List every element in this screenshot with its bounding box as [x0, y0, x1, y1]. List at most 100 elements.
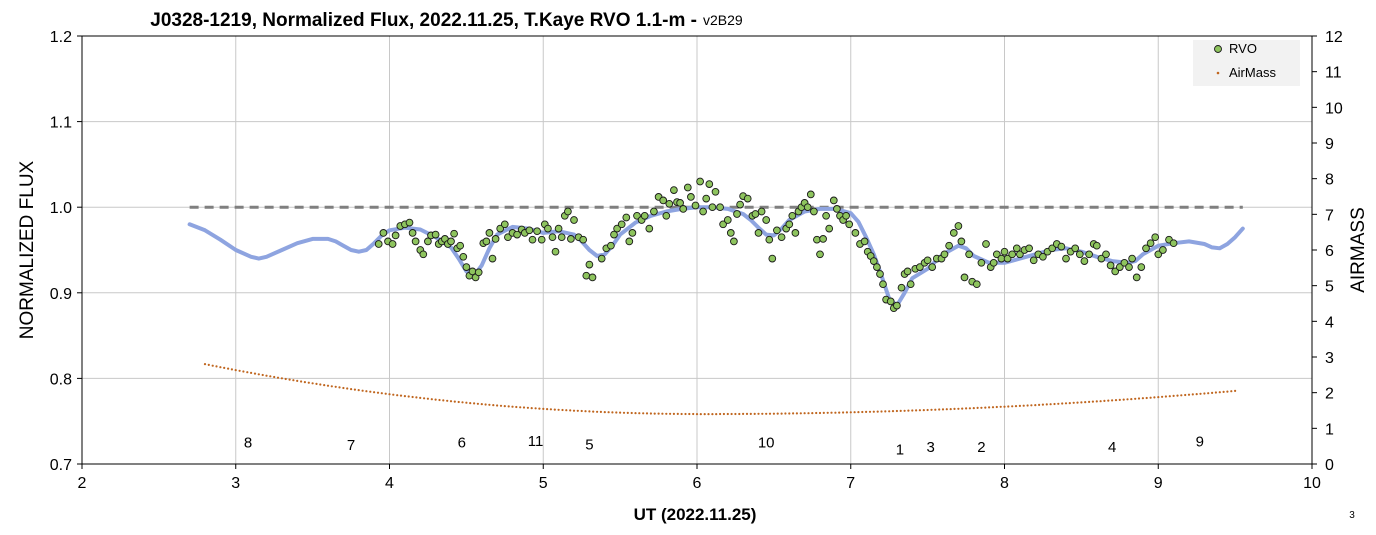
- rvo-point: [845, 220, 854, 229]
- airmass-point: [396, 394, 399, 397]
- airmass-point: [350, 388, 353, 391]
- airmass-point: [734, 412, 737, 416]
- airmass-point: [330, 385, 333, 388]
- rvo-point: [687, 193, 695, 201]
- rvo-point: [482, 237, 491, 246]
- y2-tick-label: 6: [1325, 243, 1334, 260]
- airmass-point: [972, 407, 975, 410]
- rvo-point: [945, 241, 953, 250]
- rvo-point: [842, 211, 850, 220]
- airmass-point: [830, 411, 833, 414]
- airmass-point: [676, 412, 679, 415]
- airmass-point: [526, 406, 530, 409]
- airmass-point: [1122, 398, 1125, 401]
- rvo-point: [977, 258, 986, 267]
- rvo-point: [992, 250, 1001, 259]
- rvo-point: [1154, 250, 1163, 259]
- rvo-point: [564, 207, 572, 216]
- rvo-point: [726, 229, 735, 237]
- rvo-point: [906, 280, 915, 289]
- rvo-point: [1008, 250, 1017, 259]
- rvo-point: [496, 224, 505, 233]
- airmass-point: [626, 411, 629, 414]
- rvo-point: [408, 229, 417, 237]
- event-label: 4: [1108, 439, 1116, 456]
- rvo-point: [1159, 246, 1167, 254]
- airmass-point: [611, 411, 614, 414]
- airmass-point: [880, 410, 883, 413]
- rvo-point: [613, 224, 621, 233]
- airmass-point: [392, 393, 395, 396]
- airmass-point: [315, 382, 318, 385]
- y2-tick-label: 9: [1325, 136, 1334, 153]
- airmass-point: [488, 403, 491, 406]
- rvo-point: [1111, 267, 1120, 276]
- rvo-point: [391, 231, 400, 240]
- airmass-point: [661, 412, 664, 415]
- airmass-point: [1018, 404, 1022, 407]
- airmass-point: [1057, 402, 1060, 405]
- airmass-point: [665, 412, 668, 415]
- airmass-point: [938, 408, 941, 411]
- event-label: 2: [977, 439, 985, 456]
- y2-tick-label: 12: [1325, 29, 1343, 46]
- airmass-point: [1061, 402, 1064, 405]
- airmass-point: [1149, 396, 1152, 399]
- rvo-point: [1057, 242, 1066, 251]
- airmass-point: [1214, 391, 1217, 394]
- rvo-point: [810, 207, 818, 216]
- airmass-point: [369, 390, 372, 393]
- rvo-point: [388, 240, 397, 248]
- airmass-point: [911, 409, 914, 412]
- rvo-point: [702, 194, 711, 203]
- rvo-point: [982, 240, 990, 248]
- airmass-point: [799, 412, 802, 415]
- rvo-point: [768, 254, 777, 263]
- airmass-point: [795, 412, 799, 415]
- y-tick-label: 0.7: [50, 457, 72, 474]
- rvo-point: [879, 280, 887, 289]
- airmass-point: [357, 389, 360, 392]
- airmass-point: [1103, 399, 1106, 402]
- rvo-point: [597, 254, 606, 263]
- airmass-point: [403, 395, 406, 398]
- rvo-point: [825, 224, 834, 233]
- y2-tick-label: 8: [1325, 172, 1334, 189]
- rvo-point: [645, 224, 654, 233]
- airmass-point: [918, 409, 922, 412]
- airmass-point: [872, 410, 875, 413]
- airmass-point: [492, 404, 495, 407]
- airmass-point: [945, 408, 948, 411]
- legend-airmass-marker: [1216, 71, 1220, 75]
- rvo-point: [1106, 261, 1115, 270]
- rvo-point: [691, 201, 700, 210]
- rvo-point: [504, 233, 512, 242]
- rvo-point: [659, 196, 668, 205]
- rvo-point: [965, 250, 973, 259]
- airmass-point: [1084, 401, 1087, 404]
- airmass-point: [1095, 400, 1098, 403]
- airmass-point: [638, 412, 641, 415]
- airmass-point: [749, 412, 752, 415]
- airmass-point: [861, 410, 864, 414]
- airmass-point: [634, 412, 637, 415]
- rvo-point: [928, 263, 937, 271]
- airmass-point: [1195, 393, 1198, 396]
- airmass-point: [976, 406, 979, 409]
- airmass-point: [242, 370, 245, 373]
- airmass-point: [1064, 402, 1068, 405]
- airmass-point: [849, 411, 852, 414]
- airmass-point: [592, 410, 595, 413]
- rvo-point: [897, 283, 906, 292]
- airmass-point: [968, 407, 972, 410]
- rvo-point: [622, 213, 631, 222]
- y-tick-label: 1.0: [50, 200, 72, 217]
- rvo-point: [1000, 247, 1009, 256]
- airmass-point: [211, 364, 214, 367]
- airmass-point: [1107, 399, 1110, 402]
- rvo-point: [431, 230, 440, 239]
- airmass-point: [273, 375, 276, 379]
- airmass-point: [657, 412, 660, 415]
- rvo-point: [625, 237, 634, 246]
- x-tick-label: 2: [78, 475, 87, 492]
